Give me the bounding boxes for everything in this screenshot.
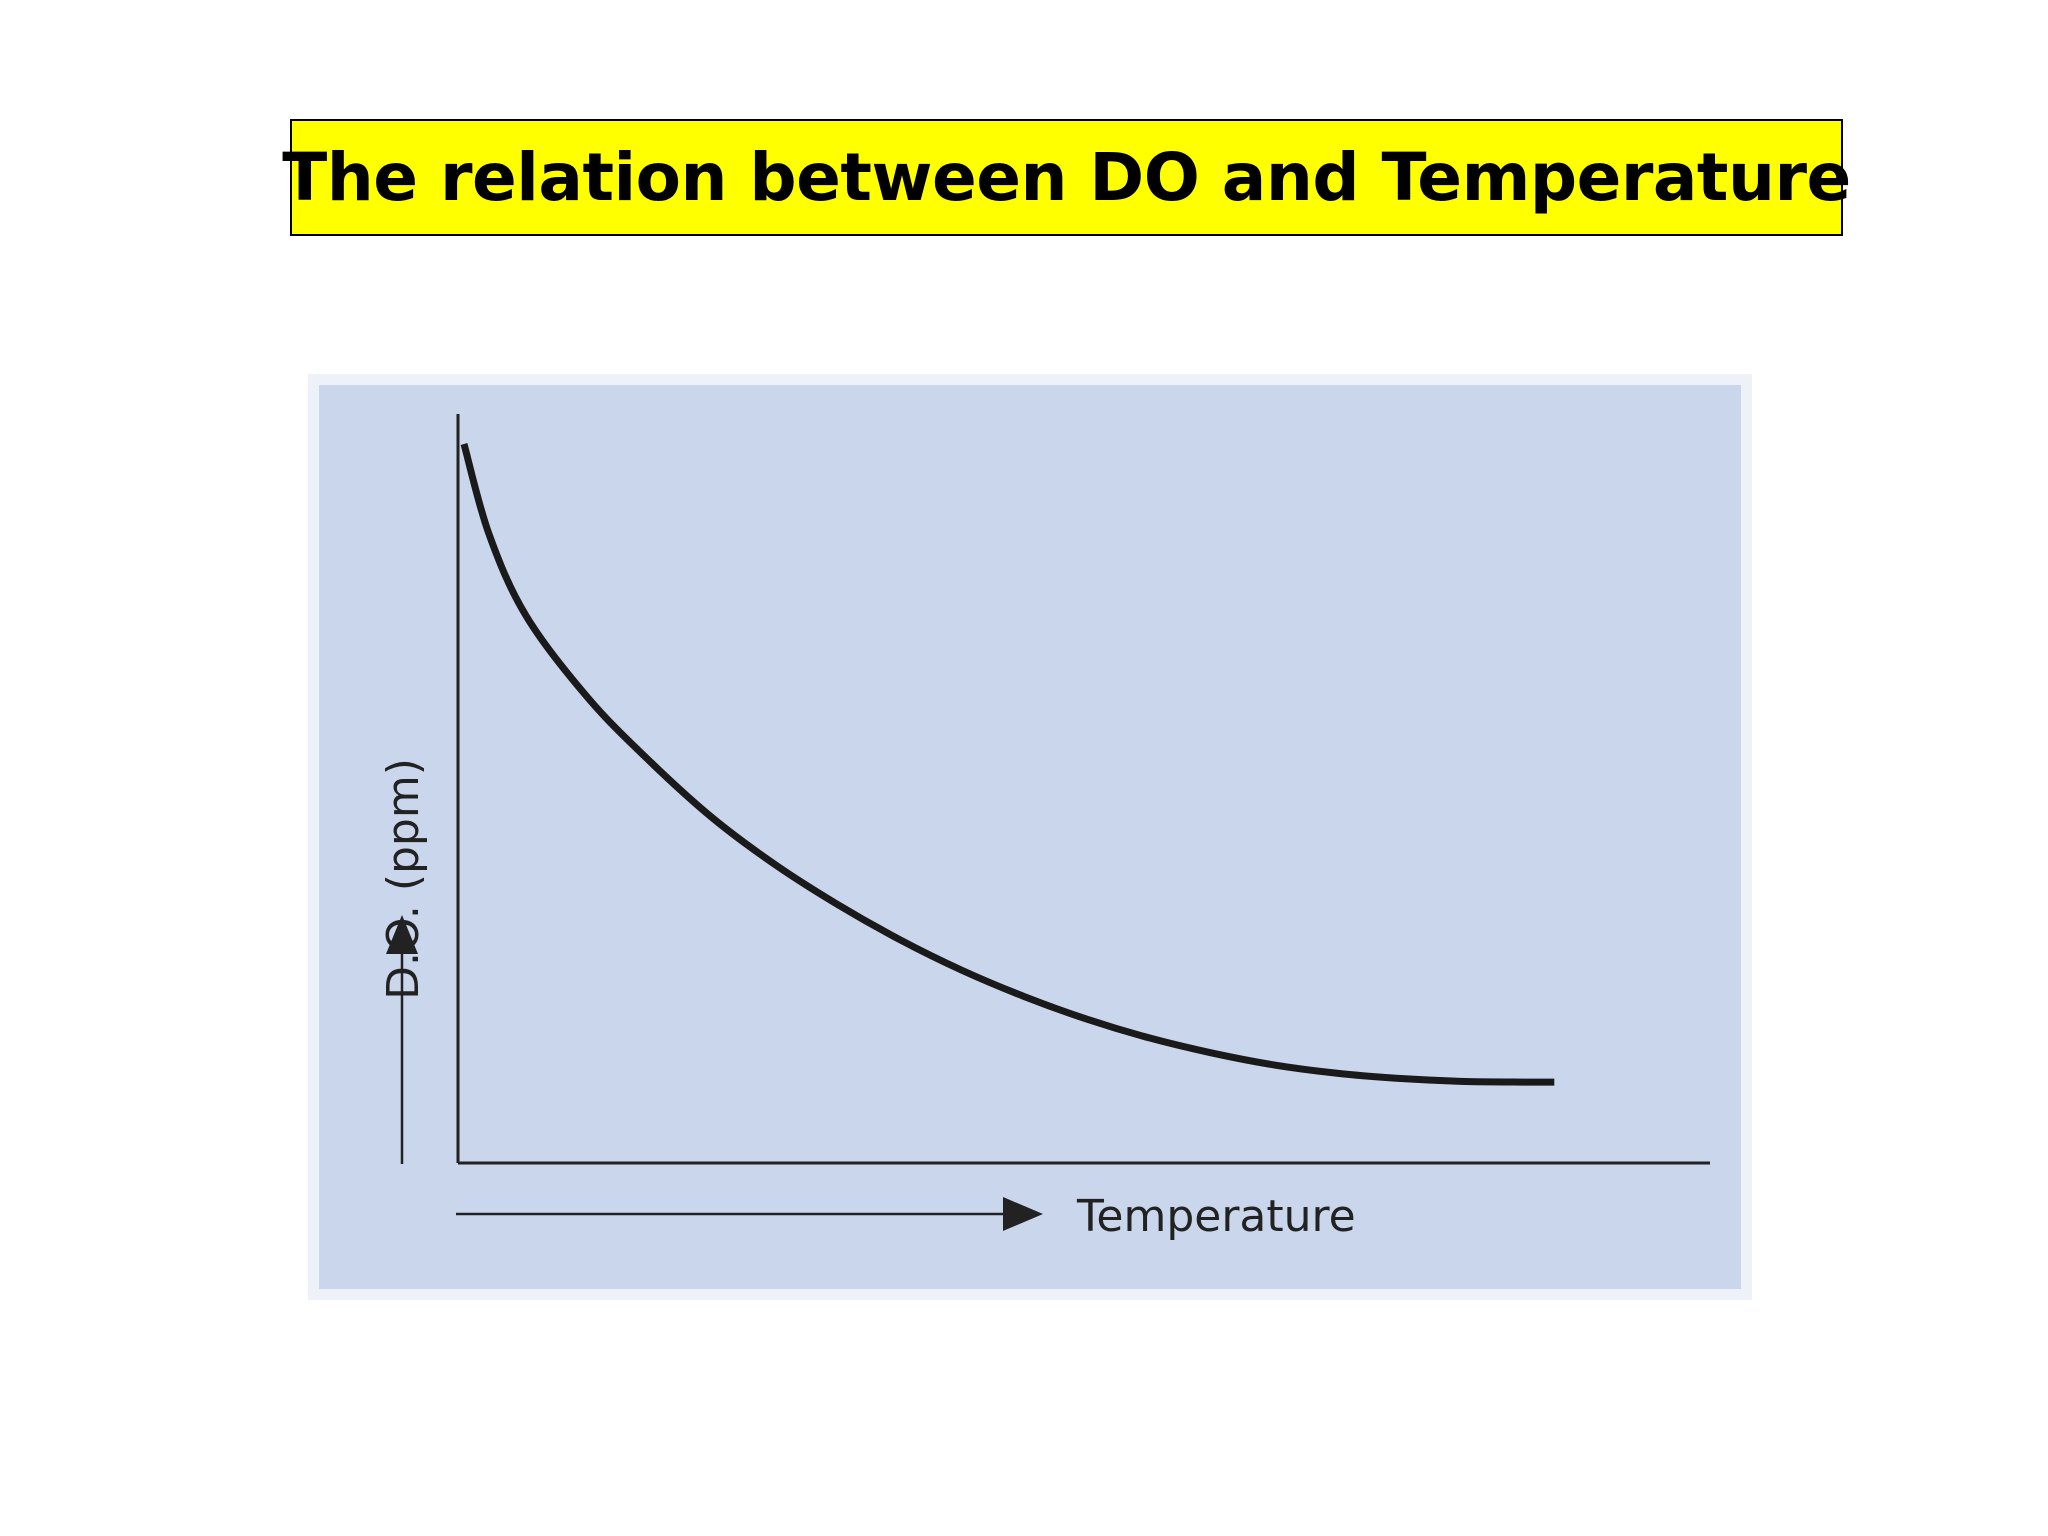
- slide-title: The relation between DO and Temperature: [282, 139, 1851, 216]
- y-direction-arrowhead: [386, 915, 418, 954]
- x-direction-arrowhead: [1003, 1197, 1043, 1231]
- plot-background: [319, 385, 1741, 1289]
- title-box: The relation between DO and Temperature: [282, 119, 1851, 236]
- chart-svg: Temperature D.O. (ppm): [319, 385, 1741, 1289]
- data-series-line: [460, 443, 1555, 1086]
- chart-figure: Temperature D.O. (ppm): [308, 374, 1752, 1300]
- x-axis-label: Temperature: [1076, 1191, 1356, 1242]
- y-axis-label: D.O. (ppm): [378, 758, 429, 1000]
